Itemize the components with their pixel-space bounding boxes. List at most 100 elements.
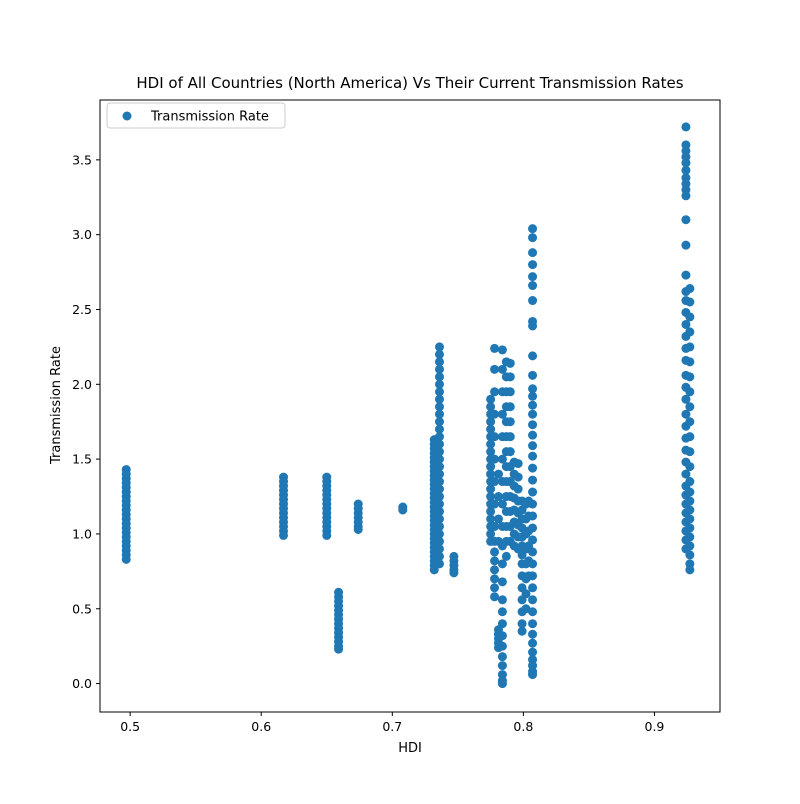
data-point	[685, 402, 695, 412]
data-point	[513, 472, 523, 482]
data-point	[490, 565, 500, 575]
data-point	[334, 644, 344, 654]
data-point	[528, 523, 538, 533]
legend: Transmission Rate	[106, 102, 286, 129]
data-point	[528, 391, 538, 401]
data-point	[486, 469, 496, 479]
data-point	[685, 447, 695, 457]
data-point	[490, 454, 500, 464]
data-point	[505, 372, 515, 382]
data-point	[434, 424, 444, 434]
data-point	[486, 506, 496, 516]
y-tick-label: 2.0	[72, 377, 92, 392]
data-point	[528, 420, 538, 430]
data-point	[513, 484, 523, 494]
data-point	[434, 409, 444, 419]
data-point	[685, 462, 695, 472]
data-point	[513, 459, 523, 469]
data-point	[486, 529, 496, 539]
data-point	[528, 619, 538, 629]
data-point	[434, 432, 444, 442]
data-point	[528, 409, 538, 419]
data-point	[497, 559, 507, 569]
data-point	[434, 417, 444, 427]
data-point	[528, 487, 538, 497]
data-point	[528, 547, 538, 557]
data-point	[521, 589, 531, 599]
x-tick-label: 0.6	[251, 719, 271, 734]
data-point	[528, 511, 538, 521]
data-point	[528, 272, 538, 282]
data-point	[517, 626, 527, 636]
data-point	[685, 532, 695, 542]
data-point	[490, 583, 500, 593]
data-point	[497, 661, 507, 671]
data-point	[434, 462, 444, 472]
data-point	[685, 477, 695, 487]
data-point	[434, 551, 444, 561]
data-point	[497, 595, 507, 605]
data-point	[681, 319, 691, 329]
data-point	[486, 462, 496, 472]
data-point	[497, 454, 507, 464]
data-point	[517, 619, 527, 629]
data-point	[279, 530, 289, 540]
y-axis-label: Transmission Rate	[49, 346, 64, 465]
y-tick-label: 1.0	[72, 526, 92, 541]
data-point	[528, 475, 538, 485]
data-point	[449, 568, 459, 578]
data-point	[528, 351, 538, 361]
data-point	[505, 387, 515, 397]
data-point	[497, 577, 507, 587]
data-point	[497, 641, 507, 651]
data-point	[681, 409, 691, 419]
data-point	[490, 409, 500, 419]
data-point	[528, 583, 538, 593]
data-point	[490, 547, 500, 557]
y-tick-label: 0.0	[72, 676, 92, 691]
data-point	[486, 514, 496, 524]
data-point	[497, 499, 507, 509]
data-point	[490, 364, 500, 374]
data-point	[486, 402, 496, 412]
data-point	[434, 477, 444, 487]
data-point	[490, 521, 500, 531]
axes-frame	[99, 99, 721, 713]
data-point	[528, 629, 538, 639]
data-point	[434, 499, 444, 509]
data-point	[528, 535, 538, 545]
data-point	[528, 248, 538, 258]
y-tick-label: 2.5	[72, 302, 92, 317]
y-tick-label: 1.5	[72, 452, 92, 467]
data-point	[497, 631, 507, 641]
data-point	[528, 296, 538, 306]
plot-area: 0.5 0.6 0.7 0.8 0.9 0.0 0.5 1.0 1.5 2.0 2.5 3.0 3.5	[72, 99, 721, 734]
data-point	[434, 447, 444, 457]
data-point	[528, 607, 538, 617]
data-point	[528, 595, 538, 605]
data-point	[528, 441, 538, 451]
data-point	[434, 372, 444, 382]
data-point	[528, 400, 538, 410]
data-point	[490, 477, 500, 487]
data-point	[685, 505, 695, 515]
data-point	[685, 487, 695, 497]
x-axis-label: HDI	[398, 741, 422, 756]
data-point	[490, 556, 500, 566]
legend-marker	[122, 111, 132, 121]
data-point	[505, 447, 515, 457]
data-point	[434, 364, 444, 374]
data-point	[434, 492, 444, 502]
data-point	[528, 224, 538, 234]
data-point	[528, 451, 538, 461]
data-point	[685, 312, 695, 322]
data-point	[681, 122, 691, 132]
data-point	[434, 349, 444, 359]
data-point	[528, 384, 538, 394]
data-point	[681, 270, 691, 280]
data-point	[490, 499, 500, 509]
data-point	[681, 158, 691, 168]
x-tick-label: 0.9	[645, 719, 665, 734]
data-point	[486, 484, 496, 494]
data-point	[528, 260, 538, 270]
